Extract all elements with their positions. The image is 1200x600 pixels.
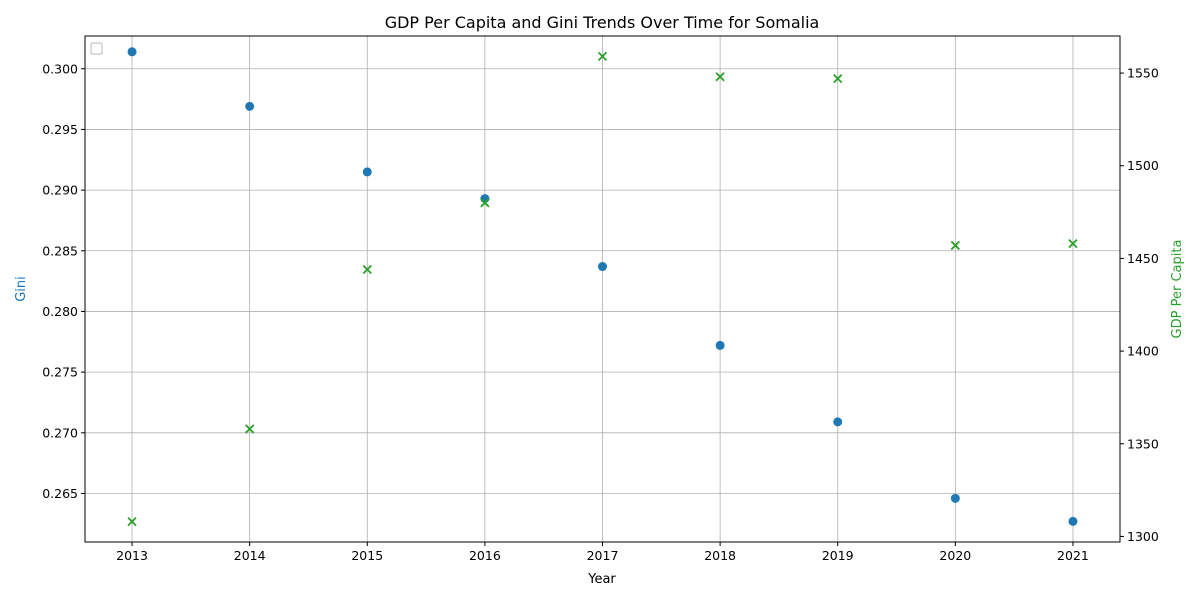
y-axis-left-title: Gini <box>14 276 29 302</box>
gdp-marker-stroke <box>597 51 608 62</box>
y-right-tick-label: 1500 <box>1127 158 1159 173</box>
gini-point <box>598 262 607 272</box>
y-right-tick-label: 1550 <box>1127 66 1159 81</box>
gdp-per-capita-point <box>950 240 960 251</box>
gini-point <box>950 493 960 503</box>
x-axis-title: Year <box>587 572 616 587</box>
y-axis-right-title: GDP Per Capita <box>1170 240 1185 339</box>
gdp-marker-stroke <box>127 516 137 527</box>
gdp-per-capita-point <box>127 516 137 527</box>
x-tick-label: 2013 <box>116 548 148 563</box>
gdp-marker-stroke <box>480 198 490 208</box>
axis-ticks: 2013 2014 2015 2016 2017 2018 2019 2020 2021 0.26… <box>42 61 1159 563</box>
gdp-per-capita-point <box>245 424 255 434</box>
x-tick-label: 2016 <box>469 548 501 563</box>
gdp-marker-stroke <box>833 73 843 84</box>
x-tick-label: 2014 <box>234 548 266 563</box>
gdp-marker-stroke <box>715 72 725 82</box>
x-tick-label: 2019 <box>822 548 854 563</box>
y-left-tick-label: 0.280 <box>42 304 78 319</box>
gini-point <box>1068 516 1078 526</box>
x-tick-label: 2015 <box>351 548 383 563</box>
gdp-per-capita-point <box>1068 238 1078 249</box>
gini-point <box>715 340 725 350</box>
gini-point <box>833 417 843 427</box>
y-right-tick-label: 1300 <box>1127 529 1159 544</box>
y-left-tick-label: 0.270 <box>42 425 78 440</box>
gdp-per-capita-point <box>715 72 725 82</box>
x-tick-label: 2020 <box>939 548 971 563</box>
legend-box <box>90 42 103 55</box>
y-left-tick-label: 0.285 <box>42 243 78 258</box>
gini-point <box>127 47 137 57</box>
gdp-per-capita-point <box>362 264 372 275</box>
y-left-tick-label: 0.290 <box>42 183 78 198</box>
gridlines <box>85 36 1120 542</box>
gdp-per-capita-point <box>480 198 490 208</box>
y-left-tick-label: 0.300 <box>42 61 78 76</box>
gdp-marker-stroke <box>245 424 255 434</box>
y-right-tick-label: 1450 <box>1127 251 1159 266</box>
gini-point <box>362 167 372 177</box>
y-left-tick-label: 0.295 <box>42 122 78 137</box>
x-tick-label: 2021 <box>1057 548 1089 563</box>
gdp-per-capita-point <box>833 73 843 84</box>
gini-point <box>245 101 255 111</box>
chart-title: GDP Per Capita and Gini Trends Over Time… <box>385 13 820 32</box>
gdp-marker-stroke <box>950 240 960 251</box>
x-tick-label: 2017 <box>587 548 619 563</box>
y-right-tick-label: 1400 <box>1127 344 1159 359</box>
gdp-marker-stroke <box>1068 238 1078 249</box>
x-tick-label: 2018 <box>704 548 736 563</box>
gdp-marker-stroke <box>362 264 372 275</box>
gdp-per-capita-point <box>597 51 608 62</box>
data-marks <box>127 47 1078 527</box>
y-right-tick-label: 1350 <box>1127 436 1159 451</box>
y-left-tick-label: 0.275 <box>42 365 78 380</box>
y-left-tick-label: 0.265 <box>42 486 78 501</box>
